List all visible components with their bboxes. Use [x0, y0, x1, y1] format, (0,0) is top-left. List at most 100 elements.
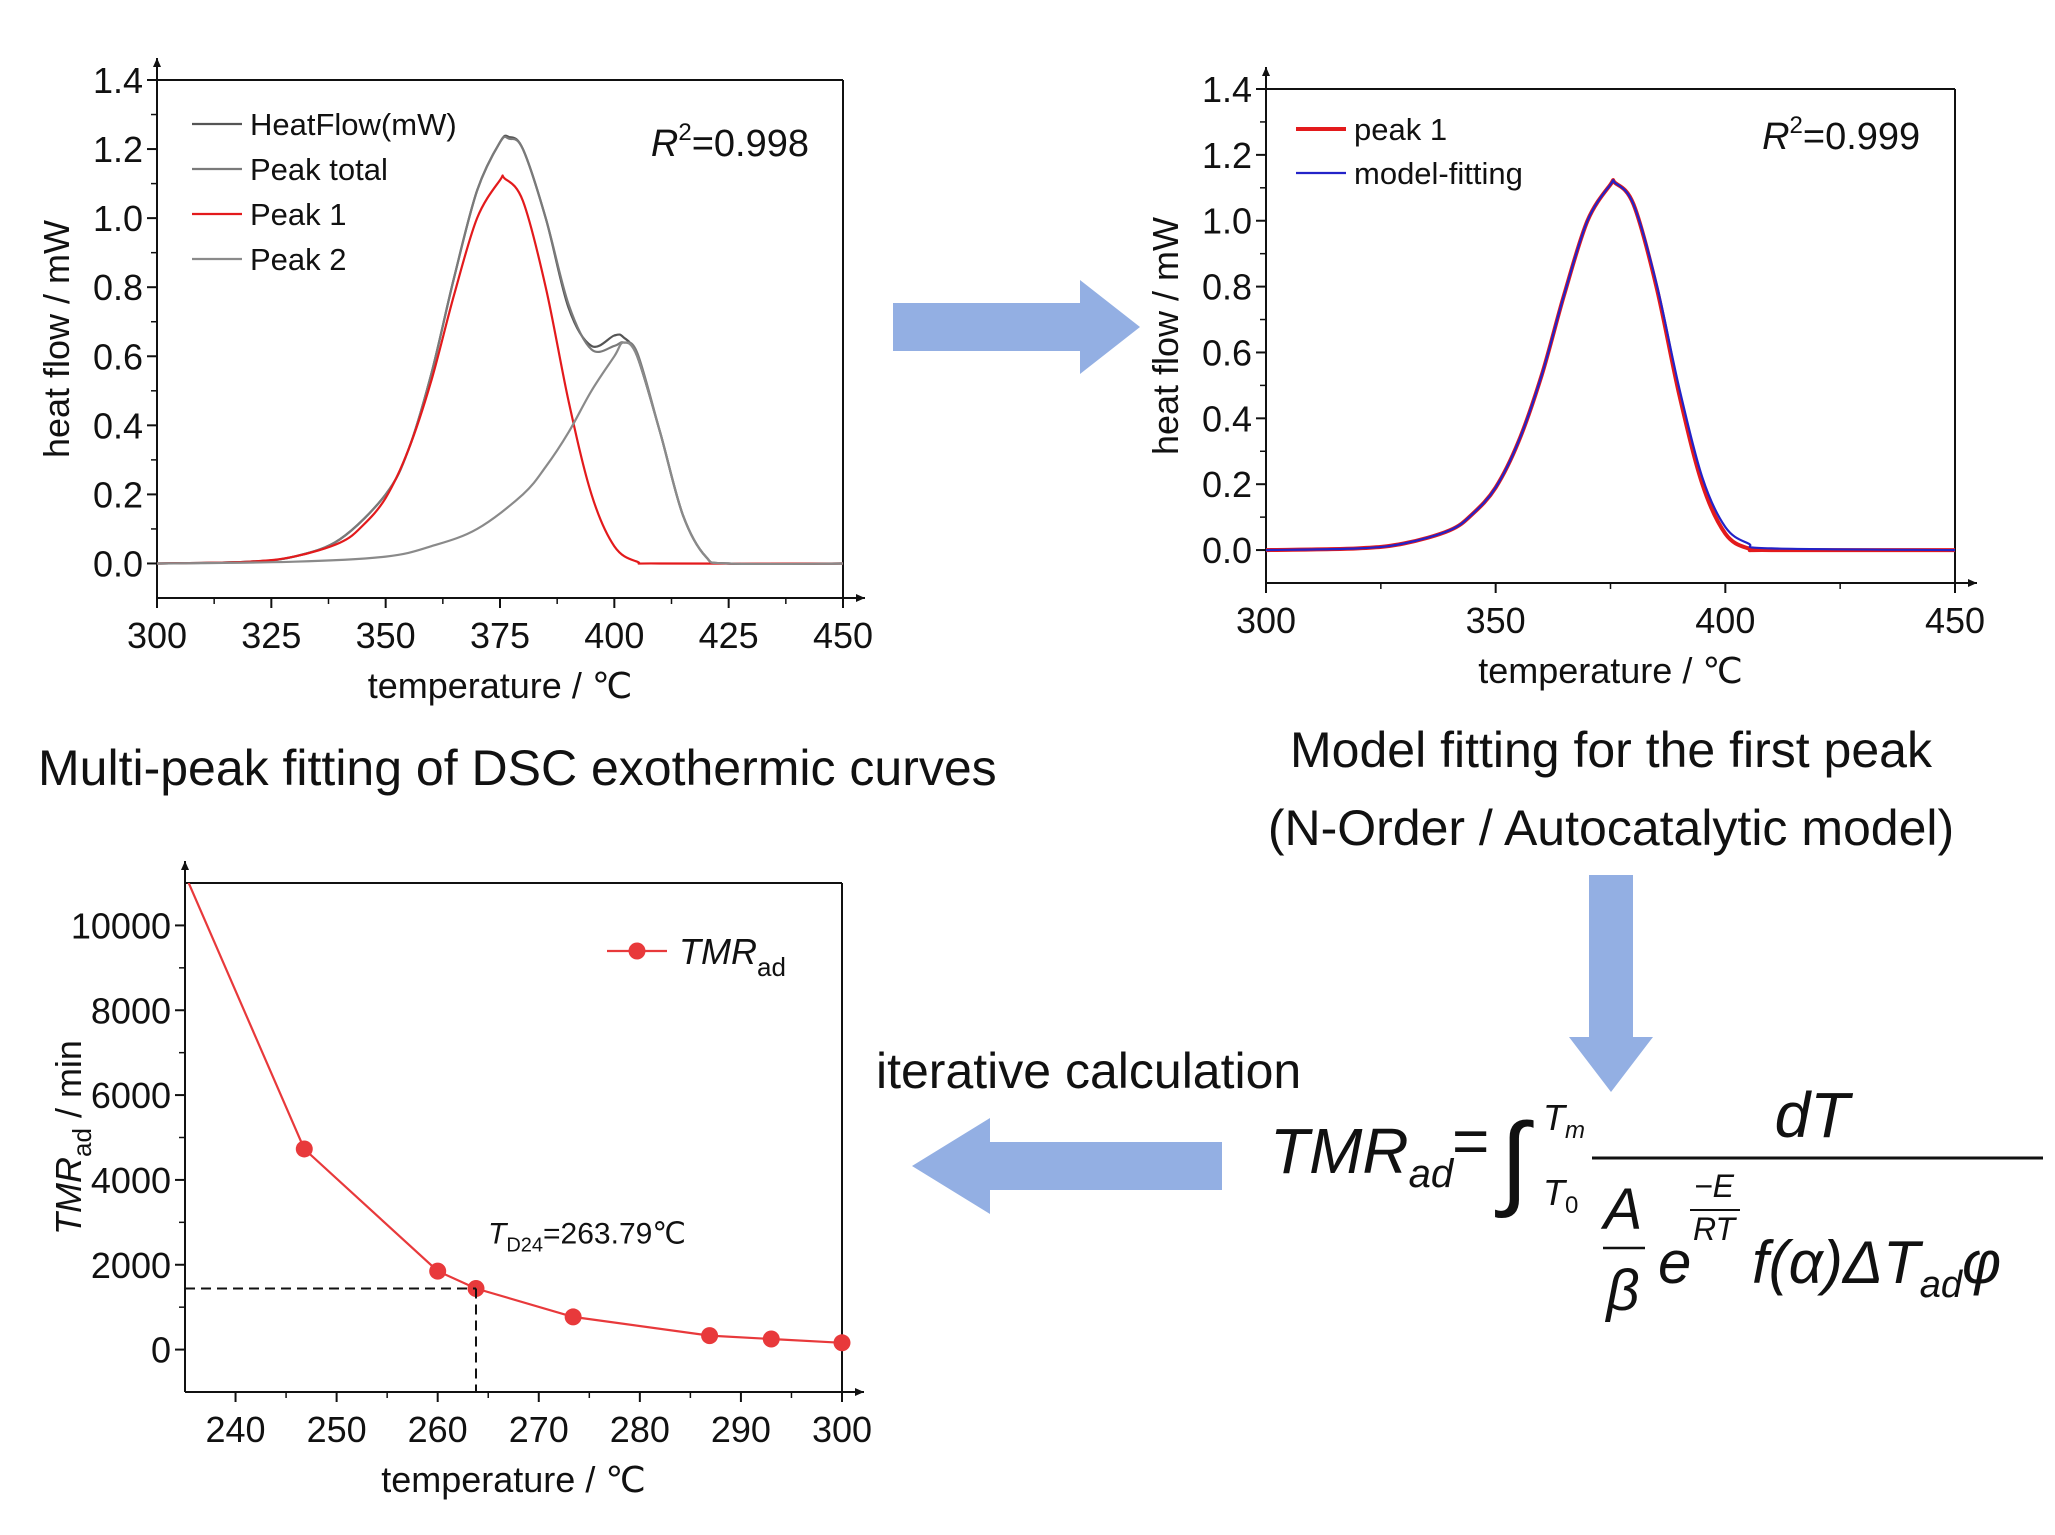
y-axis-label-main: TMR — [48, 1157, 89, 1235]
svg-text:TMRad: TMRad — [1270, 1115, 1455, 1196]
r-squared-main: R — [1762, 116, 1789, 158]
y-axis-label: TMRad / min — [48, 1040, 97, 1235]
y-axis-label-rest: / min — [48, 1040, 89, 1128]
y-tick-label: 4000 — [91, 1160, 171, 1201]
formula-den-sub: ad — [1920, 1264, 1964, 1306]
tmr-ad-chart: 240 250 260 270 280 290 300 0 2000 4000 6000 8000 10… — [48, 861, 872, 1500]
y-tick-label: 0.0 — [93, 543, 143, 584]
y-tick-label: 6000 — [91, 1075, 171, 1116]
formula-integral: ∫ — [1495, 1103, 1534, 1219]
data-point — [429, 1262, 447, 1280]
x-tick-label: 350 — [356, 615, 416, 656]
y-tick-label: 1.4 — [1202, 69, 1252, 110]
series-line-tmr — [187, 883, 842, 1344]
x-tick-label: 240 — [205, 1409, 265, 1450]
y-tick-label: 1.2 — [1202, 135, 1252, 176]
tmr-formula: TMRad = ∫ Tm T0 dT A β e −E RT f(α)ΔTadφ — [1270, 1079, 2043, 1323]
formula-A: A — [1601, 1177, 1643, 1242]
caption-model-fitting: Model fitting for the first peak — [1290, 722, 1933, 778]
x-tick-label: 350 — [1466, 600, 1526, 641]
formula-f-alpha: f(α)ΔT — [1752, 1229, 1924, 1296]
x-tick-label: 280 — [610, 1409, 670, 1450]
formula-exp-numerator: −E — [1694, 1168, 1735, 1204]
formula-e: e — [1658, 1229, 1691, 1296]
r-squared-sup: 2 — [678, 119, 691, 146]
model-fitting-chart: 300 350 400 450 0.0 0.2 0.4 0.6 0.8 1.0 1.2 1.4 temp… — [1145, 67, 1985, 691]
y-axis-label-sub: ad — [67, 1128, 97, 1157]
data-point — [833, 1334, 851, 1352]
series-line-peak-1 — [157, 174, 843, 565]
x-tick-label: 300 — [812, 1409, 872, 1450]
x-tick-label: 300 — [127, 615, 187, 656]
x-tick-label: 375 — [470, 615, 530, 656]
series-line-peak-2 — [157, 341, 843, 566]
formula-equals: = — [1452, 1105, 1489, 1177]
multi-peak-fitting-chart: 300 325 350 375 400 425 450 0.0 0.2 0.4 0.6 0.8 1.0 1… — [36, 58, 873, 706]
y-tick-label: 0 — [151, 1330, 171, 1371]
formula-phi: φ — [1962, 1229, 2001, 1296]
legend-label: Peak 1 — [250, 197, 347, 232]
y-tick-label: 1.4 — [93, 60, 143, 101]
legend-label: model-fitting — [1354, 156, 1523, 191]
x-tick-label: 450 — [813, 615, 873, 656]
caption-model-type: (N-Order / Autocatalytic model) — [1268, 800, 1954, 856]
y-axis-label: heat flow / mW — [1145, 217, 1186, 455]
y-tick-label: 0.4 — [93, 405, 143, 446]
legend-label: Peak total — [250, 152, 388, 187]
x-axis-label: temperature / ℃ — [1478, 650, 1743, 691]
formula-lower-limit: T — [1543, 1172, 1568, 1213]
r-squared-value: =0.998 — [692, 123, 809, 165]
svg-text:Tm: Tm — [1543, 1097, 1585, 1144]
x-tick-label: 400 — [584, 615, 644, 656]
legend-label-main: TMR — [679, 931, 757, 972]
data-point — [701, 1327, 719, 1345]
svg-text:T0: T0 — [1543, 1172, 1578, 1219]
y-tick-label: 10000 — [71, 905, 171, 946]
td24-main: T — [488, 1218, 509, 1251]
x-tick-label: 270 — [509, 1409, 569, 1450]
r-squared-sup: 2 — [1790, 112, 1803, 139]
legend-label: peak 1 — [1354, 112, 1447, 147]
td24-sub: D24 — [506, 1235, 543, 1257]
x-tick-label: 250 — [307, 1409, 367, 1450]
formula-lhs-sub: ad — [1409, 1152, 1455, 1196]
y-tick-label: 0.8 — [1202, 267, 1252, 308]
y-tick-label: 0.2 — [93, 474, 143, 515]
legend-label: Peak 2 — [250, 242, 347, 277]
formula-numerator: dT — [1775, 1079, 1854, 1151]
y-tick-label: 0.4 — [1202, 398, 1252, 439]
td24-annotation: TD24=263.79℃ — [488, 1218, 686, 1257]
x-tick-label: 300 — [1236, 600, 1296, 641]
r-squared-annotation: R2=0.998 — [651, 119, 809, 165]
data-point — [564, 1308, 582, 1326]
x-tick-label: 325 — [241, 615, 301, 656]
y-tick-label: 0.8 — [93, 267, 143, 308]
y-tick-label: 2000 — [91, 1245, 171, 1286]
y-tick-label: 1.0 — [93, 198, 143, 239]
formula-lower-limit-sub: 0 — [1565, 1192, 1578, 1219]
y-tick-label: 1.0 — [1202, 201, 1252, 242]
series-line-peak-1 — [1266, 178, 1955, 553]
x-tick-label: 260 — [408, 1409, 468, 1450]
r-squared-main: R — [651, 123, 678, 165]
y-tick-label: 8000 — [91, 990, 171, 1031]
x-tick-label: 425 — [699, 615, 759, 656]
formula-upper-limit-sub: m — [1565, 1117, 1585, 1144]
caption-iterative-calculation: iterative calculation — [876, 1043, 1301, 1099]
legend-label: TMRad — [679, 931, 786, 982]
formula-beta: β — [1604, 1258, 1639, 1323]
formula-exp-denominator: RT — [1693, 1211, 1738, 1247]
y-tick-label: 0.2 — [1202, 464, 1252, 505]
y-tick-label: 1.2 — [93, 129, 143, 170]
x-axis-label: temperature / ℃ — [368, 665, 633, 706]
x-tick-label: 400 — [1695, 600, 1755, 641]
legend-label: HeatFlow(mW) — [250, 107, 457, 142]
arrow-right — [893, 280, 1140, 374]
y-tick-label: 0.6 — [93, 336, 143, 377]
r-squared-value: =0.999 — [1803, 116, 1920, 158]
y-tick-label: 0.0 — [1202, 530, 1252, 571]
y-tick-label: 0.6 — [1202, 332, 1252, 373]
r-squared-annotation: R2=0.999 — [1762, 112, 1920, 158]
caption-multi-peak-fitting: Multi-peak fitting of DSC exothermic cur… — [38, 740, 997, 796]
